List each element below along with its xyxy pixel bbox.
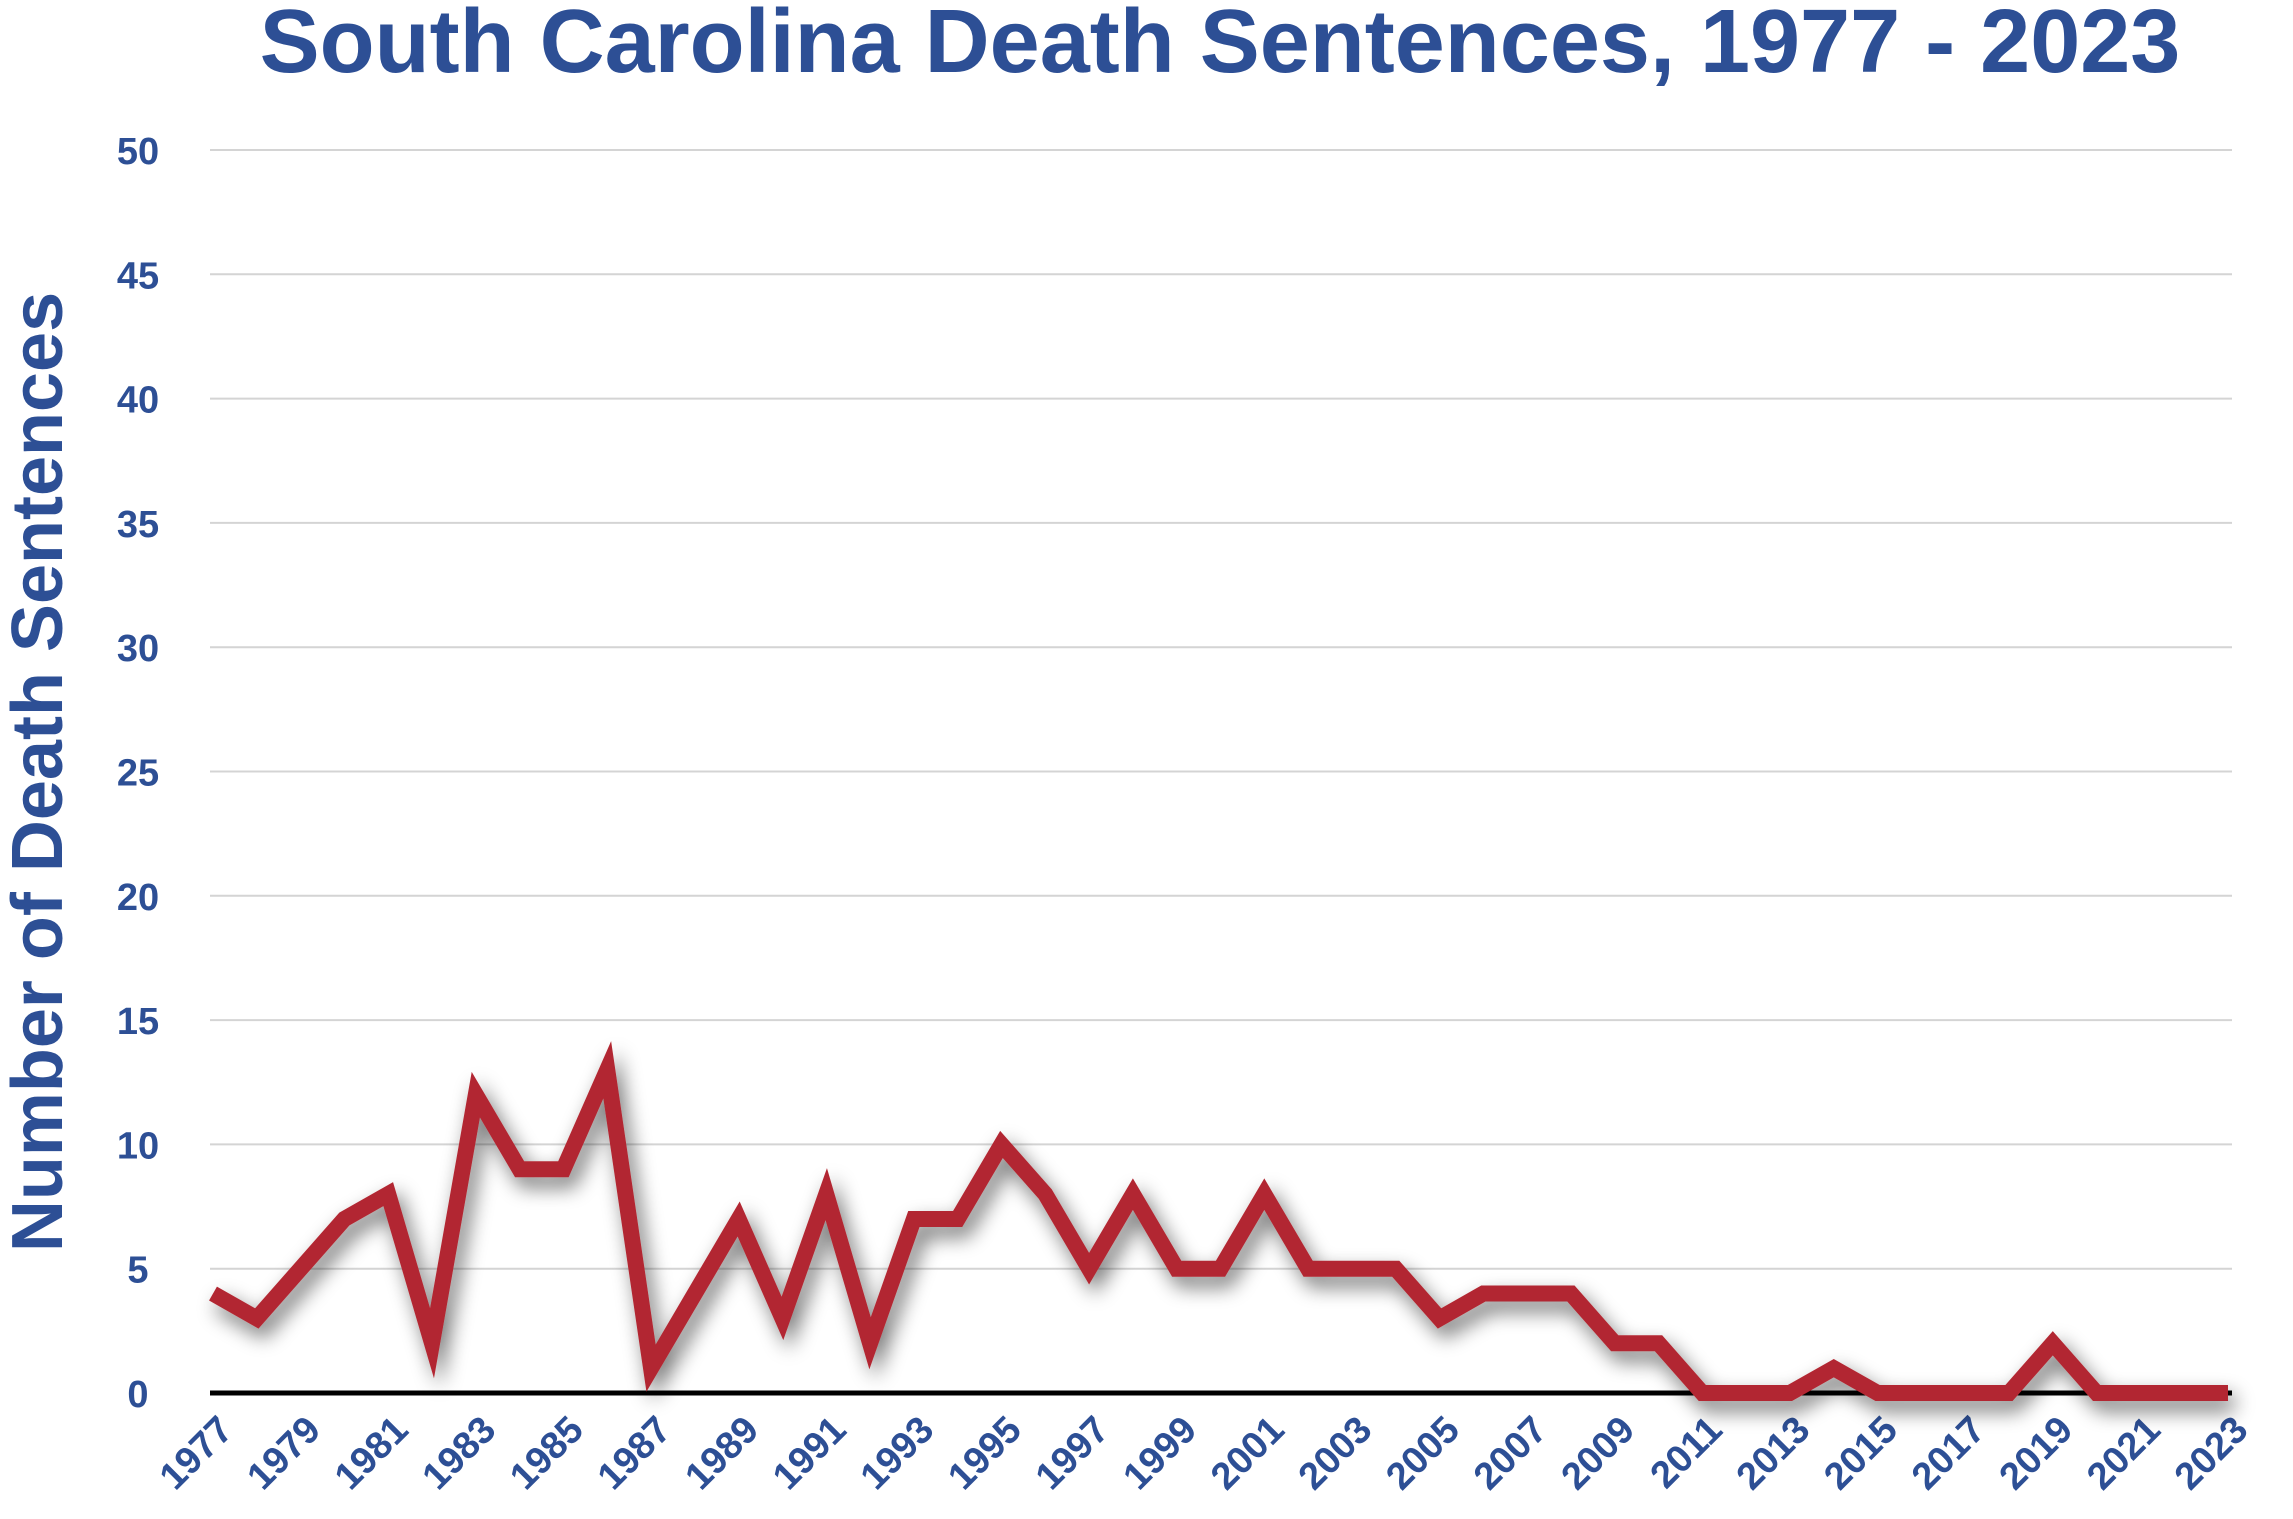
x-tick-label: 1977 [152,1409,241,1498]
x-tick-label: 2001 [1203,1409,1292,1498]
x-tick-label: 2005 [1378,1409,1467,1498]
x-tick-label: 2021 [2079,1409,2168,1498]
series-line [209,1041,2228,1401]
x-tick-label: 2015 [1816,1409,1905,1498]
y-tick-label: 40 [117,380,159,422]
chart-title: South Carolina Death Sentences, 1977 - 2… [260,0,2181,92]
y-tick-label: 15 [117,1001,159,1043]
x-tick-label: 1983 [415,1409,504,1498]
x-tick-label: 2003 [1291,1409,1380,1498]
y-tick-label: 45 [117,255,159,297]
x-tick-label: 2007 [1466,1409,1555,1498]
x-tick-label: 1979 [239,1409,328,1498]
x-tick-label: 1989 [678,1409,767,1498]
y-tick-label: 35 [117,504,159,546]
x-tick-label: 2023 [2167,1409,2256,1498]
y-tick-label: 5 [127,1250,148,1292]
x-tick-label: 2009 [1554,1409,1643,1498]
x-tick-label: 2017 [1904,1409,1993,1498]
y-tick-label: 10 [117,1125,159,1167]
x-tick-label: 1981 [327,1409,416,1498]
y-tick-label: 20 [117,877,159,919]
x-tick-label: 1997 [1028,1409,1117,1498]
x-tick-label: 2013 [1729,1409,1818,1498]
x-tick-label: 2011 [1643,1409,1731,1497]
x-tick-label: 1999 [1116,1409,1205,1498]
x-tick-label: 1991 [765,1409,854,1498]
x-tick-label: 2019 [1992,1409,2081,1498]
y-tick-label: 50 [117,131,159,173]
x-tick-label: 1985 [502,1409,591,1498]
y-axis-label: Number of Death Sentences [0,292,78,1252]
x-tick-label: 1987 [590,1409,679,1498]
x-tick-label: 1993 [853,1409,942,1498]
y-tick-label: 30 [117,628,159,670]
x-tick-label: 1995 [940,1409,1029,1498]
y-tick-label: 0 [127,1374,148,1416]
y-tick-label: 25 [117,753,159,795]
